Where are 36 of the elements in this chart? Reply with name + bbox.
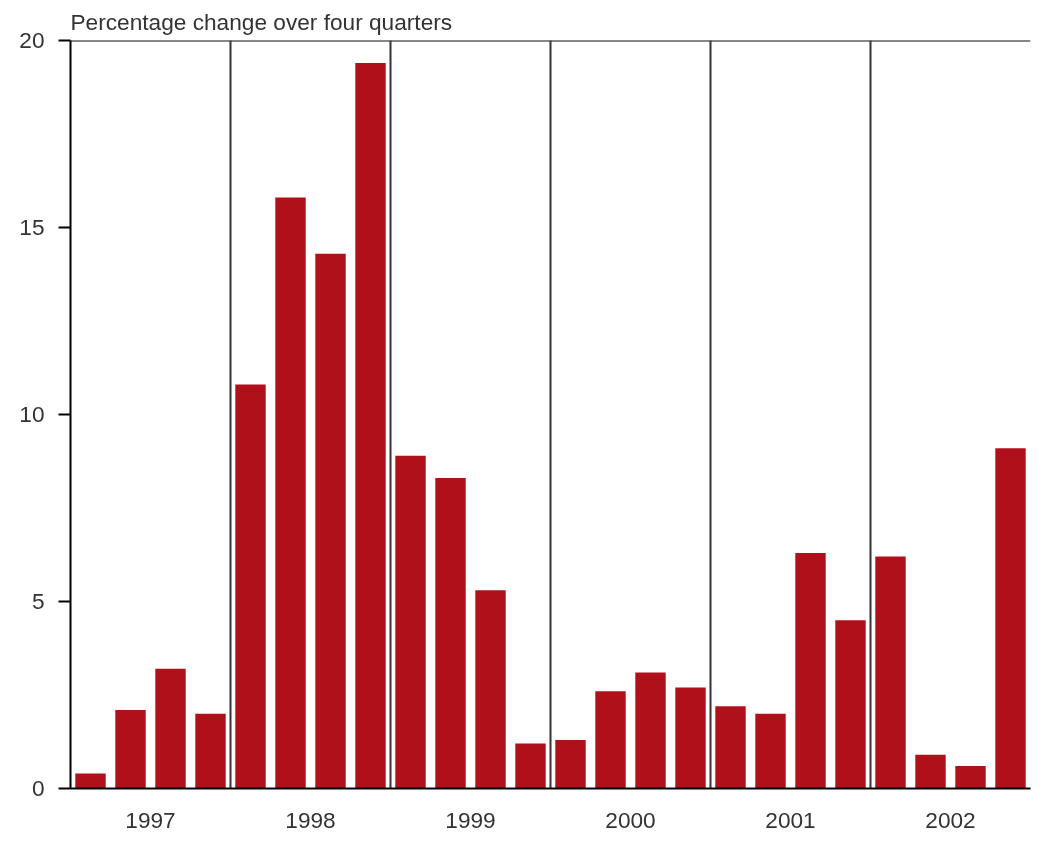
bar [515, 743, 546, 789]
bar [915, 754, 946, 789]
y-tick-label: 20 [19, 27, 45, 53]
bar [115, 709, 146, 789]
y-tick-label: 10 [19, 401, 45, 427]
text: 1997 [125, 806, 176, 833]
bar [555, 739, 586, 789]
bar [235, 384, 266, 789]
text: 1999 [445, 806, 496, 833]
bar [795, 552, 826, 789]
bar [435, 478, 466, 789]
text: 2001 [765, 806, 816, 833]
bar [875, 556, 906, 789]
bar [395, 455, 426, 789]
bar [835, 620, 866, 789]
y-tick-label: 15 [19, 214, 45, 240]
bar [315, 253, 346, 789]
bar [75, 773, 106, 789]
bar [755, 713, 786, 789]
bar [635, 672, 666, 789]
y-axis-title: Percentage change over four quarters [70, 8, 453, 35]
y-tick-label: 0 [31, 775, 45, 801]
bar [475, 590, 506, 789]
bar [955, 766, 986, 789]
text: 2002 [925, 806, 976, 833]
bar [275, 197, 306, 789]
bar [995, 448, 1026, 789]
bar [715, 706, 746, 789]
text: 1998 [285, 806, 336, 833]
bar [195, 713, 226, 789]
bar [675, 687, 706, 789]
bar [355, 62, 386, 789]
bar [155, 668, 186, 789]
bar [595, 691, 626, 789]
y-tick-label: 5 [31, 588, 45, 614]
text: 2000 [605, 806, 656, 833]
